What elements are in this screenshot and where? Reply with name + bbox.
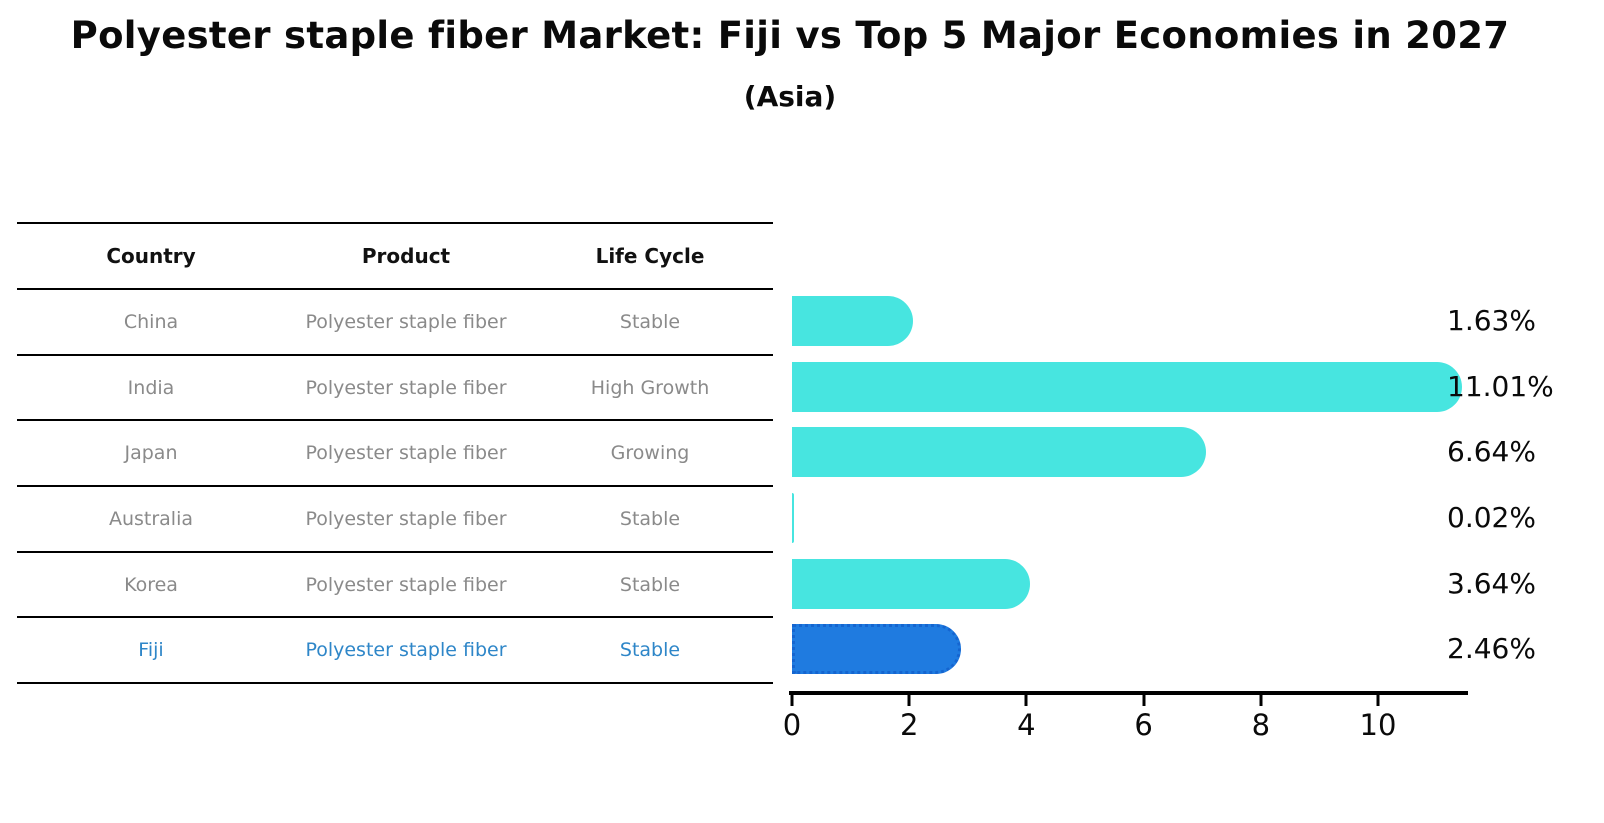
chart-title: Polyester staple fiber Market: Fiji vs T… <box>70 14 1510 57</box>
table-cell-product: Polyester staple fiber <box>305 639 507 662</box>
x-axis-tick <box>1376 695 1380 706</box>
table-row: Fiji Polyester staple fiber Stable <box>17 618 773 685</box>
table-cell-life-cycle: Growing <box>610 442 690 465</box>
bar-fiji <box>792 624 962 675</box>
x-axis-tick-label: 6 <box>1134 708 1153 742</box>
table-cell-product: Polyester staple fiber <box>305 507 507 530</box>
x-axis-tick-label: 2 <box>899 708 919 742</box>
table-cell-life-cycle: High Growth <box>590 376 710 399</box>
table-row: Australia Polyester staple fiber Stable <box>17 487 773 553</box>
bar-china <box>792 296 913 346</box>
table-header-row: Country Product Life Cycle <box>17 224 773 290</box>
table-cell-country: Fiji <box>138 639 164 662</box>
x-axis-tick-label: 4 <box>1017 708 1036 742</box>
bar-australia <box>792 493 795 543</box>
x-axis-tick <box>1024 695 1028 706</box>
table-row: Japan Polyester staple fiber Growing <box>17 421 773 488</box>
x-axis-tick-label: 0 <box>782 708 802 742</box>
table-cell-life-cycle: Stable <box>619 310 681 333</box>
x-axis-line <box>789 691 1468 695</box>
column-header: Life Cycle <box>595 244 705 268</box>
table-cell-life-cycle: Stable <box>619 507 681 530</box>
table-cell-life-cycle: Stable <box>619 639 681 662</box>
table-cell-product: Polyester staple fiber <box>305 442 507 465</box>
table-cell-country: Australia <box>108 507 194 530</box>
bar-japan <box>792 427 1207 478</box>
table-cell-product: Polyester staple fiber <box>305 310 507 333</box>
bar-korea <box>792 558 1031 609</box>
table-cell-country: Japan <box>124 442 178 465</box>
bar-value-label: 1.63% <box>1447 304 1536 337</box>
table-cell-country: China <box>123 310 179 333</box>
table-row: China Polyester staple fiber Stable <box>17 290 773 356</box>
bar-value-label: 6.64% <box>1447 435 1536 469</box>
table-cell-country: Korea <box>124 573 178 596</box>
x-axis-tick <box>1259 695 1263 706</box>
table-cell-product: Polyester staple fiber <box>305 376 507 399</box>
bar-value-label: 0.02% <box>1447 501 1536 534</box>
table-cell-country: India <box>127 376 175 399</box>
table-row: India Polyester staple fiber High Growth <box>17 356 773 422</box>
country-table: Country Product Life Cycle China Polyester s… <box>17 222 773 685</box>
x-axis-tick-label: 10 <box>1359 708 1397 742</box>
x-axis-tick <box>907 695 911 706</box>
bar-india <box>792 361 1463 412</box>
table-cell-product: Polyester staple fiber <box>305 573 507 596</box>
x-axis-tick-label: 8 <box>1251 708 1271 742</box>
bar-value-label: 11.01% <box>1447 369 1554 403</box>
x-axis-tick <box>790 695 794 706</box>
chart-subtitle: (Asia) <box>743 80 837 113</box>
x-axis-tick <box>1142 695 1146 706</box>
column-header: Product <box>361 244 451 268</box>
table-cell-life-cycle: Stable <box>619 573 681 596</box>
column-header: Country <box>106 244 196 268</box>
bar-value-label: 2.46% <box>1447 632 1536 666</box>
bar-value-label: 3.64% <box>1447 566 1536 600</box>
table-row: Korea Polyester staple fiber Stable <box>17 553 773 619</box>
